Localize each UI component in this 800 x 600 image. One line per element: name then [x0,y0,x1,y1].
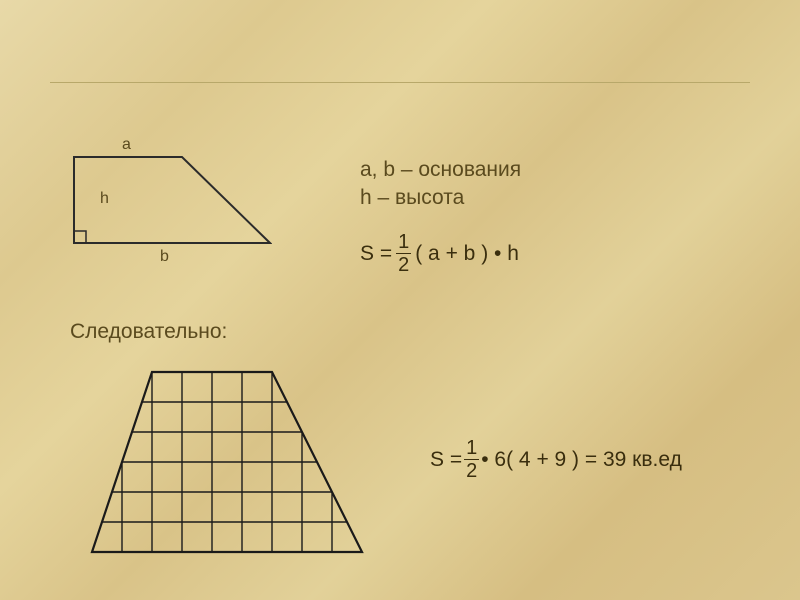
grid-trapezoid-svg [90,370,364,554]
formula-rhs: ( a + b ) • h [415,242,519,266]
label-b: b [160,248,169,266]
label-h: h [100,190,109,208]
calc-fraction-den: 2 [464,459,479,481]
therefore-text: Следовательно: [70,320,227,344]
grid-trapezoid-diagram [90,370,364,554]
formula-fraction: 1 2 [396,232,411,275]
definition-line-2: h – высота [360,186,464,210]
definition-line-1: a, b – основания [360,158,521,182]
calc-lhs: S = [430,448,462,472]
fraction-num: 1 [396,232,411,253]
calc-fraction: 1 2 [464,438,479,481]
formula-lhs: S = [360,242,392,266]
fraction-den: 2 [396,253,411,275]
area-formula: S = 1 2 ( a + b ) • h [360,232,519,275]
calc-fraction-num: 1 [464,438,479,459]
label-a: a [122,136,131,154]
calculation-formula: S = 1 2 • 6( 4 + 9 ) = 39 кв.ед [430,438,682,481]
divider-line [50,82,750,83]
calc-rhs: • 6( 4 + 9 ) = 39 кв.ед [481,448,682,472]
